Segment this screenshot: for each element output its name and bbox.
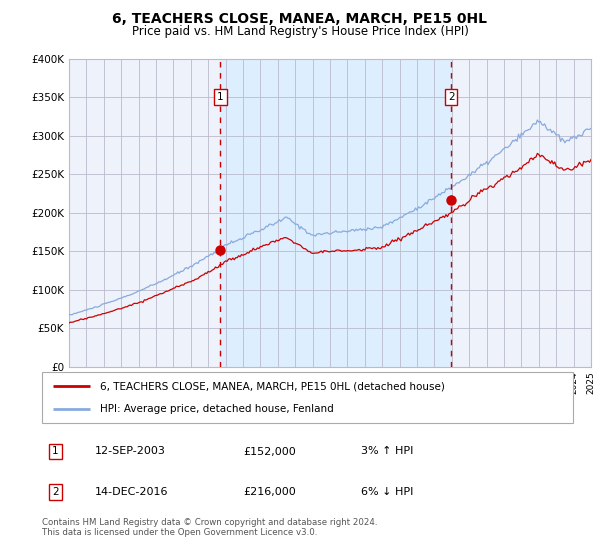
Text: £216,000: £216,000 [244, 487, 296, 497]
Text: 2: 2 [52, 487, 59, 497]
Bar [220, 59, 451, 367]
Text: 1: 1 [52, 446, 59, 456]
FancyBboxPatch shape [42, 372, 573, 423]
Text: 6, TEACHERS CLOSE, MANEA, MARCH, PE15 0HL: 6, TEACHERS CLOSE, MANEA, MARCH, PE15 0H… [113, 12, 487, 26]
Text: £152,000: £152,000 [244, 446, 296, 456]
Text: 6, TEACHERS CLOSE, MANEA, MARCH, PE15 0HL (detached house): 6, TEACHERS CLOSE, MANEA, MARCH, PE15 0H… [100, 381, 445, 391]
Text: 2: 2 [448, 92, 454, 102]
Text: 6% ↓ HPI: 6% ↓ HPI [361, 487, 413, 497]
Text: 3% ↑ HPI: 3% ↑ HPI [361, 446, 413, 456]
Text: Price paid vs. HM Land Registry's House Price Index (HPI): Price paid vs. HM Land Registry's House … [131, 25, 469, 38]
Text: Contains HM Land Registry data © Crown copyright and database right 2024.
This d: Contains HM Land Registry data © Crown c… [42, 518, 377, 538]
Text: 1: 1 [217, 92, 224, 102]
Text: 14-DEC-2016: 14-DEC-2016 [95, 487, 169, 497]
Text: 12-SEP-2003: 12-SEP-2003 [95, 446, 166, 456]
Text: HPI: Average price, detached house, Fenland: HPI: Average price, detached house, Fenl… [100, 404, 334, 414]
